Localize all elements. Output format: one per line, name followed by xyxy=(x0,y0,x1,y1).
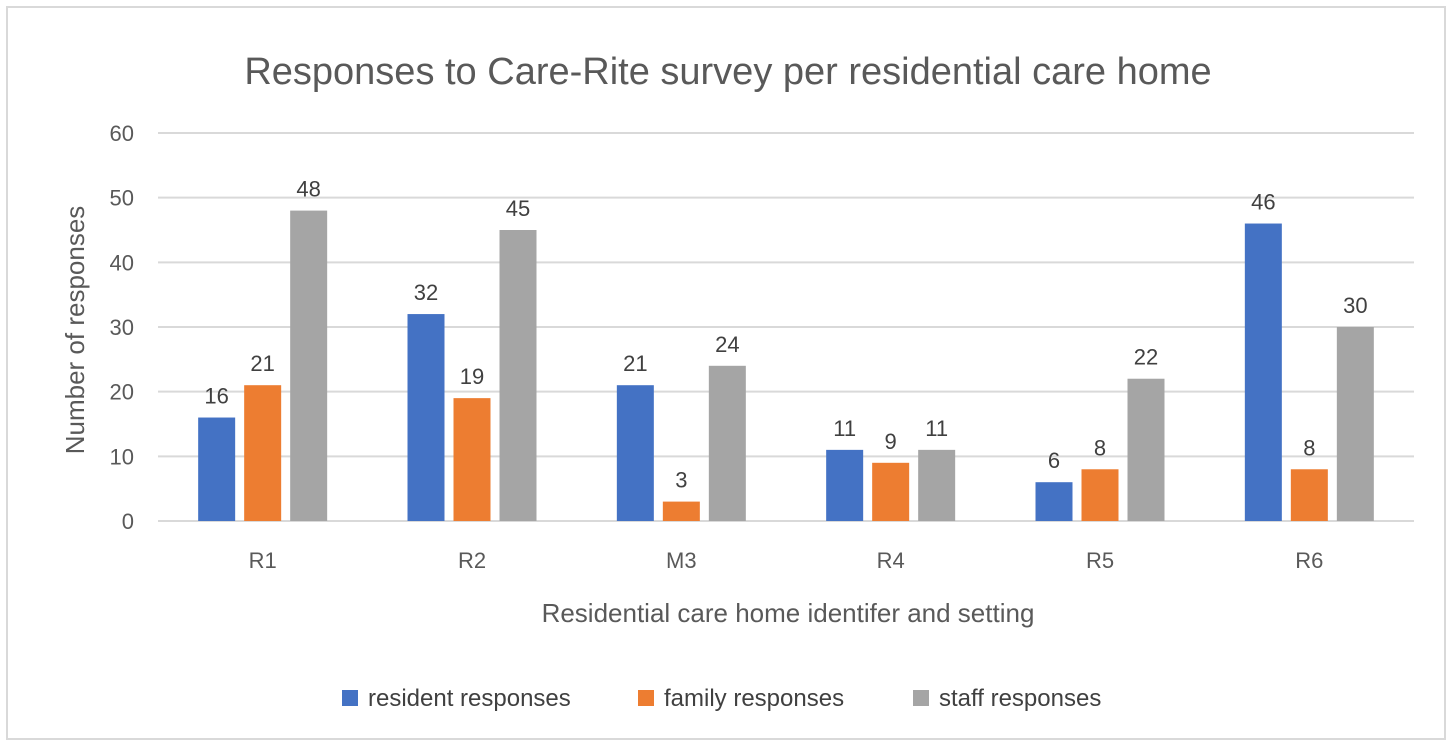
legend-entry: staff responses xyxy=(939,685,1101,712)
data-label: 46 xyxy=(1251,190,1275,215)
x-axis-ticks: R1 R2 M3 R4 R5 R6 xyxy=(249,548,1324,573)
y-tick-label: 10 xyxy=(110,444,134,469)
bar-R2-staff-responses xyxy=(499,230,537,521)
bar-R6-staff-responses xyxy=(1336,327,1374,521)
legend-entry: family responses xyxy=(664,685,844,712)
bar-R5-resident-responses xyxy=(1035,482,1073,521)
bar-R2-family-responses xyxy=(453,398,491,521)
data-labels: 16 21 48 32 19 45 21 3 24 11 9 11 6 8 22 46 8 30 xyxy=(204,177,1367,493)
x-tick-label: R6 xyxy=(1295,548,1323,573)
data-label: 6 xyxy=(1048,448,1060,473)
bar-R1-family-responses xyxy=(244,385,282,521)
legend-swatch xyxy=(638,690,654,706)
data-label: 19 xyxy=(460,364,484,389)
x-tick-label: R2 xyxy=(458,548,486,573)
legend: resident responses family responses staff … xyxy=(342,685,1101,712)
data-label: 16 xyxy=(204,384,228,409)
data-label: 11 xyxy=(833,416,856,441)
bar-M3-resident-responses xyxy=(616,385,654,521)
x-tick-label: R1 xyxy=(249,548,277,573)
bar-R6-family-responses xyxy=(1290,469,1328,521)
data-label: 3 xyxy=(675,468,687,493)
data-label: 24 xyxy=(715,332,739,357)
bar-R2-resident-responses xyxy=(407,314,445,521)
y-tick-label: 40 xyxy=(110,250,134,275)
x-tick-label: R4 xyxy=(877,548,905,573)
legend-swatch xyxy=(913,690,929,706)
legend-swatch xyxy=(342,690,358,706)
bar-R1-resident-responses xyxy=(198,417,236,521)
data-label: 21 xyxy=(623,351,647,376)
data-label: 22 xyxy=(1134,345,1158,370)
gridlines xyxy=(158,132,1414,522)
data-label: 30 xyxy=(1343,293,1367,318)
bar-M3-family-responses xyxy=(662,501,700,521)
bars xyxy=(198,210,1374,522)
bar-R6-resident-responses xyxy=(1244,223,1282,522)
y-tick-label: 20 xyxy=(110,380,134,405)
data-label: 45 xyxy=(506,196,530,221)
data-label: 8 xyxy=(1303,435,1315,460)
x-tick-label: R5 xyxy=(1086,548,1114,573)
legend-entry: resident responses xyxy=(368,685,571,712)
x-axis-title: Residential care home identifer and sett… xyxy=(542,598,1035,628)
y-axis-ticks: 0 10 20 30 40 50 60 xyxy=(110,121,134,534)
bar-R4-staff-responses xyxy=(918,449,956,521)
chart-title: Responses to Care-Rite survey per reside… xyxy=(244,51,1211,93)
data-label: 11 xyxy=(925,416,948,441)
data-label: 32 xyxy=(414,280,438,305)
bar-R4-resident-responses xyxy=(826,449,864,521)
y-tick-label: 30 xyxy=(110,315,134,340)
data-label: 48 xyxy=(296,177,320,202)
y-tick-label: 50 xyxy=(110,186,134,211)
bar-R5-staff-responses xyxy=(1127,378,1165,521)
bar-R1-staff-responses xyxy=(290,210,328,521)
y-tick-label: 60 xyxy=(110,121,134,146)
y-axis-title: Number of responses xyxy=(60,206,90,455)
bar-chart: Responses to Care-Rite survey per reside… xyxy=(60,51,1414,712)
bar-R4-family-responses xyxy=(872,462,910,521)
chart-frame: Responses to Care-Rite survey per reside… xyxy=(6,6,1446,740)
data-label: 21 xyxy=(250,351,274,376)
y-tick-label: 0 xyxy=(122,509,134,534)
data-label: 8 xyxy=(1094,435,1106,460)
bar-R5-family-responses xyxy=(1081,469,1119,521)
data-label: 9 xyxy=(885,429,897,454)
bar-M3-staff-responses xyxy=(708,365,746,521)
x-tick-label: M3 xyxy=(666,548,697,573)
